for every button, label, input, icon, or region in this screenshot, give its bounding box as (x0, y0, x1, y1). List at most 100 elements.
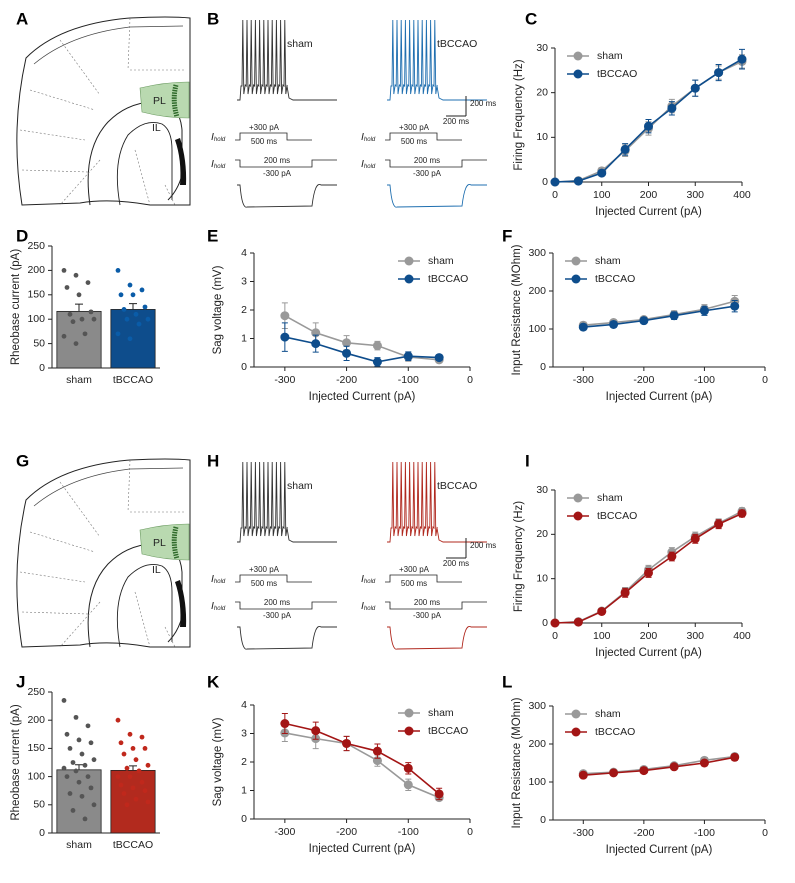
y-tick-label: 100 (27, 313, 45, 325)
data-dot (70, 319, 76, 325)
data-dot (121, 751, 127, 757)
x-tick-label: -300 (274, 374, 295, 386)
data-point (280, 311, 290, 321)
data-point (311, 726, 321, 736)
hold-symbol: I (211, 600, 214, 612)
x-tick-label: 200 (640, 189, 658, 201)
y-axis-label: Rheobase current (pA) (10, 704, 22, 821)
hold-label: Ihold (211, 573, 226, 585)
series-line (583, 305, 735, 328)
data-dot (115, 717, 121, 723)
legend-marker (573, 511, 583, 521)
data-dot (91, 802, 97, 808)
data-point (714, 68, 724, 78)
hold-symbol: I (211, 131, 214, 143)
data-point (403, 351, 413, 361)
x-tick-label: -300 (274, 826, 295, 838)
hold-label: Ihold (361, 131, 376, 143)
hold-subscript: hold (364, 579, 376, 585)
data-dot (130, 785, 136, 791)
hold-label: Ihold (361, 600, 376, 612)
legend-marker (571, 274, 581, 284)
panel-letter: G (16, 451, 29, 470)
data-point (669, 311, 679, 321)
legend-label: sham (428, 707, 454, 719)
hold-subscript: hold (364, 606, 376, 612)
data-point (280, 719, 290, 729)
data-dot (130, 746, 136, 751)
error-bar (75, 303, 83, 312)
panel-letter: D (16, 226, 28, 245)
x-tick-label: 400 (733, 630, 751, 642)
data-dot (145, 799, 151, 805)
y-tick-label: 0 (540, 814, 546, 826)
data-dot (118, 292, 124, 298)
x-axis-label: Injected Current (pA) (606, 391, 713, 403)
legend-marker (404, 256, 414, 266)
data-dot (124, 316, 130, 322)
y-tick-label: 4 (241, 699, 247, 711)
series-line (583, 300, 735, 326)
data-point (669, 762, 679, 772)
data-dot (76, 779, 82, 785)
x-tick-label: -100 (694, 374, 715, 386)
data-point (578, 770, 588, 780)
y-tick-label: 300 (528, 247, 546, 259)
data-dot (85, 723, 91, 729)
panel-letter: J (16, 672, 25, 691)
data-point (578, 322, 588, 332)
data-dot (73, 714, 79, 720)
legend-label: sham (595, 255, 621, 267)
y-tick-label: 10 (536, 131, 548, 143)
region-label: PL (153, 537, 166, 549)
series-line (284, 315, 440, 361)
data-dot (124, 802, 130, 808)
data-point (342, 738, 352, 748)
scale-label: 200 ms (470, 541, 496, 550)
legend-marker (404, 274, 414, 284)
group-label: tBCCAO (437, 38, 477, 50)
legend-label: sham (595, 708, 621, 720)
data-dot (73, 768, 79, 774)
legend-marker (571, 727, 581, 737)
step-duration: 500 ms (251, 579, 277, 588)
hold-symbol: I (211, 158, 214, 170)
legend-marker (404, 726, 414, 736)
data-point (690, 534, 700, 544)
hold-label: Ihold (361, 573, 376, 585)
voltage-trace (387, 461, 487, 543)
legend-marker (573, 51, 583, 61)
x-tick-label: 100 (593, 630, 611, 642)
scale-label: 200 ms (443, 117, 469, 126)
data-dot (79, 793, 85, 799)
data-dot (91, 757, 97, 763)
legend-label: tBCCAO (428, 725, 468, 737)
step-amplitude: -300 pA (263, 611, 292, 620)
error-bar (129, 765, 137, 771)
hold-label: Ihold (211, 131, 226, 143)
scale-label: 200 ms (470, 99, 496, 108)
panel-letter: H (207, 451, 219, 470)
data-dot (121, 791, 127, 796)
panel-letter: A (16, 9, 28, 28)
y-tick-label: 3 (241, 727, 247, 739)
hold-subscript: hold (214, 137, 226, 143)
data-dot (76, 737, 82, 743)
data-point (667, 552, 677, 561)
data-dot (61, 268, 67, 273)
legend-marker (571, 256, 581, 266)
region-label: IL (152, 122, 161, 134)
x-tick-label: -200 (336, 826, 357, 838)
y-tick-label: 1 (241, 784, 247, 796)
step-amplitude: -300 pA (413, 611, 442, 620)
group-label: sham (287, 38, 313, 50)
data-point (690, 83, 700, 93)
legend-label: tBCCAO (595, 273, 635, 285)
legend-label: sham (597, 492, 623, 504)
panel-letter: L (502, 672, 512, 691)
data-dot (61, 698, 67, 703)
step-amplitude: +300 pA (399, 123, 430, 132)
x-axis-label: Injected Current (pA) (309, 843, 416, 855)
voltage-trace (387, 19, 487, 101)
